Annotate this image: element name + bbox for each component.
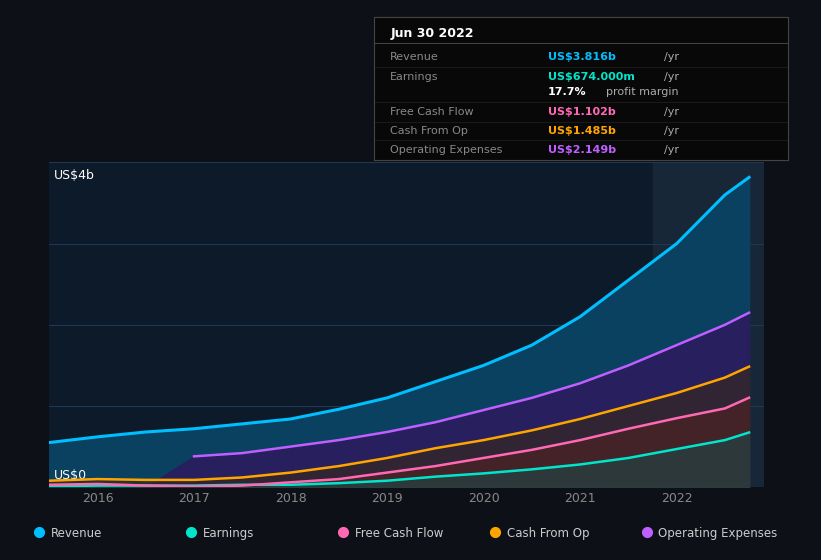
Text: Free Cash Flow: Free Cash Flow: [390, 108, 474, 118]
Text: US$0: US$0: [54, 469, 87, 482]
Text: Cash From Op: Cash From Op: [507, 527, 589, 540]
Text: Free Cash Flow: Free Cash Flow: [355, 527, 443, 540]
Text: Revenue: Revenue: [51, 527, 103, 540]
Text: Jun 30 2022: Jun 30 2022: [390, 27, 474, 40]
Text: /yr: /yr: [664, 72, 679, 82]
Text: Cash From Op: Cash From Op: [390, 126, 468, 136]
Text: US$1.485b: US$1.485b: [548, 126, 616, 136]
Text: US$4b: US$4b: [54, 169, 95, 182]
Text: Earnings: Earnings: [203, 527, 255, 540]
Text: US$674.000m: US$674.000m: [548, 72, 635, 82]
Text: Revenue: Revenue: [390, 52, 439, 62]
Text: Operating Expenses: Operating Expenses: [658, 527, 777, 540]
Text: /yr: /yr: [664, 144, 679, 155]
Text: Operating Expenses: Operating Expenses: [390, 144, 502, 155]
Text: 17.7%: 17.7%: [548, 87, 586, 97]
Text: US$1.102b: US$1.102b: [548, 108, 616, 118]
Text: US$2.149b: US$2.149b: [548, 144, 616, 155]
Text: US$3.816b: US$3.816b: [548, 52, 616, 62]
Bar: [653, 162, 764, 487]
Text: Earnings: Earnings: [390, 72, 438, 82]
Text: /yr: /yr: [664, 126, 679, 136]
Text: profit margin: profit margin: [606, 87, 678, 97]
Text: /yr: /yr: [664, 108, 679, 118]
Text: /yr: /yr: [664, 52, 679, 62]
